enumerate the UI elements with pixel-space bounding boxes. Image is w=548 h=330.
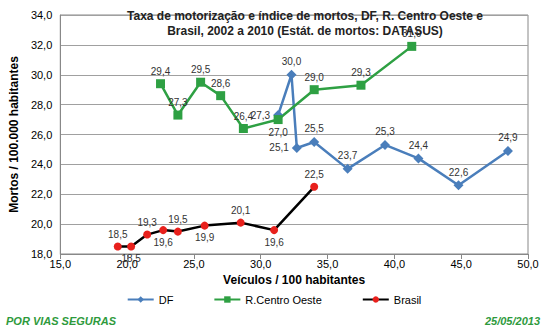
- svg-text:24,9: 24,9: [498, 132, 518, 143]
- svg-text:Mortos / 100.000 habitantes: Mortos / 100.000 habitantes: [7, 56, 21, 213]
- svg-text:26,4: 26,4: [234, 111, 254, 122]
- svg-text:20,0: 20,0: [31, 218, 52, 230]
- svg-text:22,5: 22,5: [304, 169, 324, 180]
- svg-text:32,0: 32,0: [31, 39, 52, 51]
- svg-text:20,1: 20,1: [231, 205, 251, 216]
- svg-text:POR VIAS SEGURAS: POR VIAS SEGURAS: [6, 315, 117, 327]
- svg-text:45,0: 45,0: [450, 258, 471, 270]
- svg-text:Brasil: Brasil: [394, 294, 422, 306]
- svg-text:28,0: 28,0: [31, 99, 52, 111]
- svg-text:19,6: 19,6: [264, 237, 284, 248]
- svg-text:29,3: 29,3: [351, 67, 371, 78]
- svg-text:18,5: 18,5: [108, 229, 128, 240]
- svg-text:22,6: 22,6: [449, 167, 469, 178]
- svg-text:25,3: 25,3: [375, 126, 395, 137]
- svg-text:34,0: 34,0: [31, 9, 52, 21]
- svg-text:19,9: 19,9: [195, 232, 215, 243]
- svg-text:29,4: 29,4: [151, 66, 171, 77]
- svg-text:25,5: 25,5: [304, 123, 324, 134]
- svg-text:18,0: 18,0: [30, 248, 53, 260]
- svg-text:Brasil, 2002 a 2010 (Estát. de: Brasil, 2002 a 2010 (Estát. de mortos: D…: [167, 24, 443, 38]
- svg-text:40,0: 40,0: [384, 258, 405, 270]
- svg-text:25/05/2013: 25/05/2013: [484, 315, 540, 327]
- svg-text:R.Centro Oeste: R.Centro Oeste: [245, 294, 321, 306]
- svg-text:23,7: 23,7: [338, 150, 358, 161]
- svg-text:19,5: 19,5: [168, 214, 188, 225]
- svg-text:30,0: 30,0: [282, 56, 302, 67]
- svg-text:Veículos / 100 habitantes: Veículos / 100 habitantes: [223, 273, 365, 287]
- svg-text:27,0: 27,0: [268, 127, 288, 138]
- svg-text:22,0: 22,0: [31, 188, 52, 200]
- svg-text:19,3: 19,3: [137, 217, 157, 228]
- svg-text:28,6: 28,6: [211, 78, 231, 89]
- svg-text:50,0: 50,0: [517, 258, 538, 270]
- svg-text:30,0: 30,0: [250, 258, 271, 270]
- svg-text:27,3: 27,3: [251, 110, 271, 121]
- svg-text:35,0: 35,0: [317, 258, 338, 270]
- svg-text:24,4: 24,4: [409, 140, 429, 151]
- svg-text:15,0: 15,0: [50, 258, 71, 270]
- svg-text:29,5: 29,5: [191, 64, 211, 75]
- svg-text:26,0: 26,0: [31, 129, 52, 141]
- svg-text:DF: DF: [159, 294, 174, 306]
- svg-text:25,0: 25,0: [183, 258, 204, 270]
- svg-text:30,0: 30,0: [31, 69, 52, 81]
- svg-text:Taxa de motorização e índice d: Taxa de motorização e índice de mortos, …: [127, 9, 483, 23]
- svg-text:19,6: 19,6: [153, 237, 173, 248]
- svg-text:29,0: 29,0: [304, 72, 324, 83]
- svg-text:27,3: 27,3: [168, 97, 188, 108]
- svg-text:18,5: 18,5: [121, 253, 141, 264]
- svg-text:24,0: 24,0: [31, 158, 52, 170]
- svg-text:25,1: 25,1: [269, 142, 289, 153]
